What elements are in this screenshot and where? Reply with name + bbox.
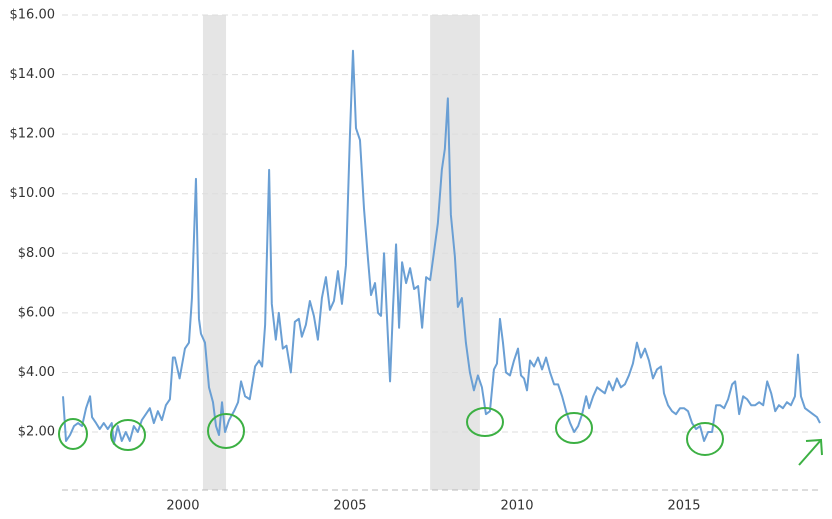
price-line [62, 49, 821, 445]
highlight-circle [686, 422, 724, 456]
arrow-head [805, 438, 823, 456]
highlight-circle [207, 413, 245, 449]
x-tick-label: 2000 [166, 499, 199, 514]
annotations [58, 407, 823, 466]
highlight-circle [466, 407, 504, 437]
y-tick-label: $8.00 [18, 246, 55, 261]
x-tick-label: 2010 [500, 499, 533, 514]
y-tick-label: $12.00 [10, 127, 56, 142]
highlight-circle [58, 418, 88, 450]
y-tick-label: $10.00 [10, 186, 56, 201]
y-tick-label: $4.00 [18, 365, 55, 380]
y-tick-label: $6.00 [18, 305, 55, 320]
y-tick-label: $2.00 [18, 425, 55, 440]
y-tick-label: $14.00 [10, 67, 56, 82]
y-tick-label: $16.00 [10, 8, 56, 23]
arrow [798, 439, 822, 466]
foreground-layer: $2.00 $4.00 $6.00 $8.00 $10.00 $12.00 $14.00 $1… [10, 8, 821, 514]
x-tick-label: 2005 [333, 499, 366, 514]
recession-band [202, 15, 227, 490]
highlight-circle [110, 419, 146, 451]
highlight-circle [555, 412, 593, 444]
background-layer [62, 14, 822, 491]
x-tick-label: 2015 [667, 499, 700, 514]
